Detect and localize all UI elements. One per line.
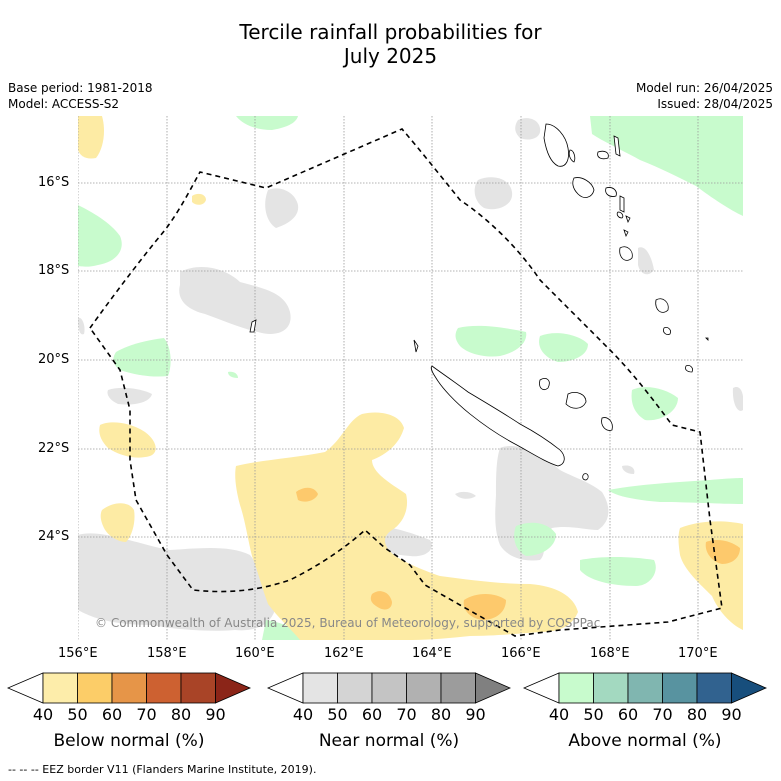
colorbar-tick: 80 — [686, 705, 708, 724]
above-colorbar-segment — [696, 672, 732, 704]
tanna-coast — [663, 327, 671, 335]
base-period-text: Base period: 1981-2018 — [8, 81, 153, 95]
near-normal-colorbar — [266, 672, 512, 704]
colorbar-tick: 60 — [361, 705, 383, 724]
colorbar-tick: 70 — [396, 705, 417, 724]
espiritu-santo-coast — [543, 123, 569, 167]
above-colorbar-segment — [627, 672, 663, 704]
colorbar-tick: 60 — [617, 705, 639, 724]
near-colorbar-segment — [440, 672, 476, 704]
near-colorbar-segment — [371, 672, 407, 704]
new-caledonia-coast — [430, 365, 565, 467]
graticule — [78, 116, 743, 640]
colorbar-tick: 80 — [170, 705, 192, 724]
erromango-coast — [655, 298, 669, 313]
map-plot-area: © Commonwealth of Australia 2025, Bureau… — [78, 116, 743, 640]
lon-tick: 156°E — [58, 646, 98, 661]
below-colorbar-segment — [77, 672, 113, 704]
lon-tick: 170°E — [678, 646, 718, 661]
efate-coast — [619, 246, 633, 261]
colorbar-tick: 90 — [465, 705, 486, 724]
colorbars — [6, 672, 768, 704]
chesterfield-reef — [249, 319, 257, 333]
above-normal-shading — [78, 116, 743, 640]
near-colorbar-high-extend — [475, 672, 512, 704]
copyright-text: © Commonwealth of Australia 2025, Bureau… — [95, 616, 600, 630]
issued-text: Issued: 28/04/2025 — [657, 97, 773, 111]
belep-islands-coast — [413, 339, 419, 353]
near-colorbar-segment — [337, 672, 373, 704]
eez-footnote: -- -- -- EEZ border V11 (Flanders Marine… — [8, 763, 317, 776]
above-colorbar-segment — [593, 672, 629, 704]
below-normal-label: Below normal (%) — [53, 731, 205, 751]
lon-tick: 166°E — [501, 646, 541, 661]
lon-tick: 158°E — [147, 646, 187, 661]
above-normal-colorbar — [522, 672, 768, 704]
near-normal-label: Near normal (%) — [318, 731, 460, 751]
lat-tick: 18°S — [38, 263, 70, 278]
colorbar-tick: 50 — [583, 705, 604, 724]
colorbar-tick: 90 — [721, 705, 742, 724]
map-title-line2: July 2025 — [343, 44, 438, 68]
above-colorbar-high-extend — [731, 672, 768, 704]
eez-border — [89, 128, 723, 637]
lifou-coast — [565, 392, 587, 409]
below-colorbar-segment — [180, 672, 216, 704]
mare-coast — [601, 417, 613, 431]
lat-tick: 20°S — [38, 352, 70, 367]
lon-tick: 160°E — [235, 646, 275, 661]
model-run-text: Model run: 26/04/2025 — [635, 81, 773, 95]
colorbar-tick: 50 — [327, 705, 348, 724]
below-colorbar-low-extend — [6, 672, 44, 704]
above-normal-label: Above normal (%) — [568, 731, 722, 751]
coastlines — [249, 123, 709, 481]
above-colorbar-segment — [558, 672, 594, 704]
lon-tick: 162°E — [324, 646, 364, 661]
below-colorbar-segment — [146, 672, 182, 704]
colorbar-tick: 60 — [101, 705, 123, 724]
colorbar-tick: 80 — [430, 705, 452, 724]
above-colorbar-low-extend — [522, 672, 560, 704]
colorbar-tick: 40 — [548, 705, 570, 724]
colorbar-tick: 70 — [136, 705, 157, 724]
pentecost-coast — [619, 195, 625, 213]
ile-des-pins-coast — [582, 473, 589, 481]
model-text: Model: ACCESS-S2 — [8, 97, 120, 111]
lon-tick: 164°E — [412, 646, 452, 661]
lat-tick: 22°S — [38, 441, 70, 456]
aneityum-coast — [685, 365, 693, 373]
ouvea-coast — [539, 378, 550, 390]
lon-tick: 168°E — [590, 646, 630, 661]
colorbar-tick: 50 — [67, 705, 88, 724]
ambrym-coast — [605, 187, 617, 197]
colorbar-tick: 70 — [652, 705, 673, 724]
below-colorbar-high-extend — [215, 672, 252, 704]
below-colorbar-segment — [42, 672, 78, 704]
colorbar-tick: 40 — [292, 705, 314, 724]
near-colorbar-segment — [302, 672, 338, 704]
lat-tick: 24°S — [38, 529, 70, 544]
near-colorbar-low-extend — [266, 672, 304, 704]
lat-tick: 16°S — [38, 175, 70, 190]
near-colorbar-segment — [406, 672, 442, 704]
colorbar-tick: 90 — [205, 705, 226, 724]
map-title-line1: Tercile rainfall probabilities for — [239, 20, 542, 44]
below-normal-colorbar — [6, 672, 252, 704]
colorbar-tick: 40 — [32, 705, 54, 724]
maewo-coast — [613, 135, 621, 157]
above-colorbar-segment — [662, 672, 698, 704]
malekula-coast — [572, 177, 595, 198]
ambae-coast — [597, 150, 609, 160]
below-colorbar-segment — [111, 672, 147, 704]
